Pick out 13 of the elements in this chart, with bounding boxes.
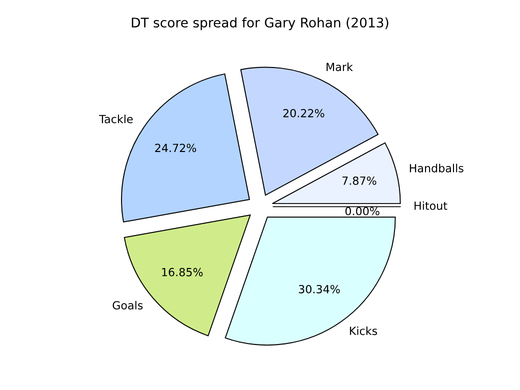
slice-label: Mark (326, 62, 353, 72)
data-label: 20.22% (283, 108, 324, 118)
chart-title: DT score spread for Gary Rohan (2013) (132, 17, 388, 30)
slice-label: Kicks (350, 326, 378, 336)
slice-label: Tackle (99, 114, 133, 124)
data-label: 24.72% (155, 144, 196, 152)
slice-label: Handballs (410, 164, 464, 172)
text: 0.00% (345, 206, 380, 216)
data-label: 7.87% (342, 176, 376, 185)
data-label: 30.34% (298, 284, 340, 294)
data-label: 16.85% (162, 268, 203, 276)
category-label: Hitout (414, 201, 448, 210)
slice-label: Goals (112, 300, 143, 310)
